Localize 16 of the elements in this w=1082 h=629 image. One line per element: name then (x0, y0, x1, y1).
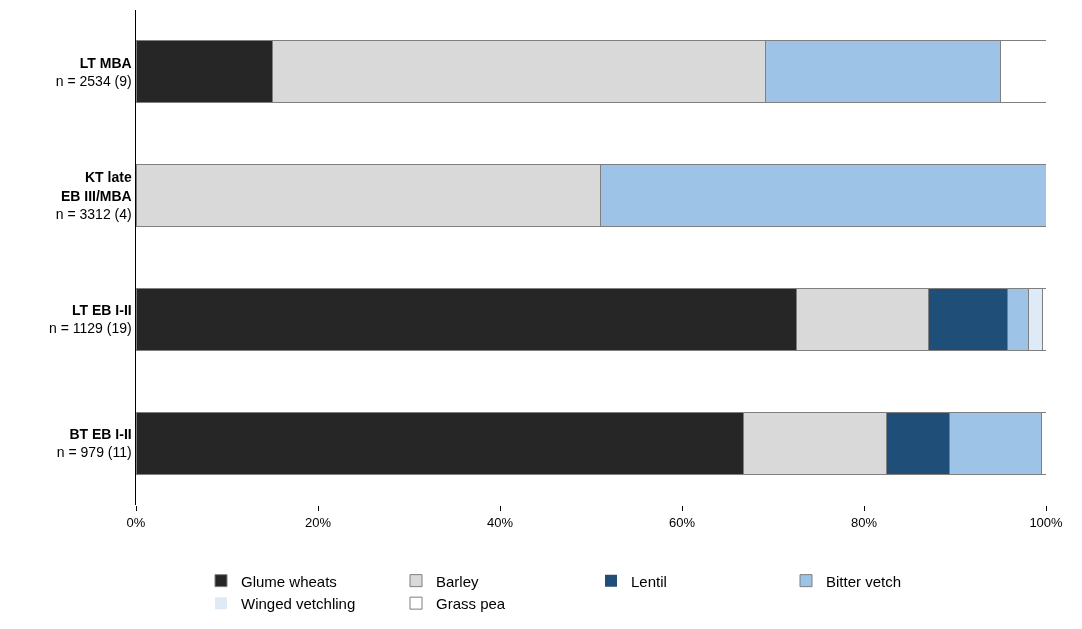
x-tick-label: 60% (668, 514, 696, 530)
x-tick-label: 40% (486, 514, 514, 530)
legend-label: Bitter vetch (826, 572, 902, 590)
legend-label: Glume wheats (241, 572, 337, 590)
x-tick-label: 100% (1029, 514, 1064, 530)
legend-label: Grass pea (436, 595, 506, 612)
y-tick-label: KT late EB III/MBA n = 3312 (4) (55, 169, 132, 222)
legend-label: Lentil (631, 572, 667, 590)
y-tick-label: BT EB I-II n = 979 (11) (56, 425, 132, 461)
x-tick-label: 0% (126, 514, 146, 530)
x-tick-label: 80% (850, 514, 878, 530)
legend-label: Winged vetchling (241, 595, 356, 612)
y-tick-label: LT MBA n = 2534 (9) (55, 54, 132, 89)
legend-label: Barley (436, 572, 480, 590)
x-tick-label: 20% (304, 514, 332, 530)
y-tick-label: LT EB I-II n = 1129 (19) (49, 302, 132, 337)
